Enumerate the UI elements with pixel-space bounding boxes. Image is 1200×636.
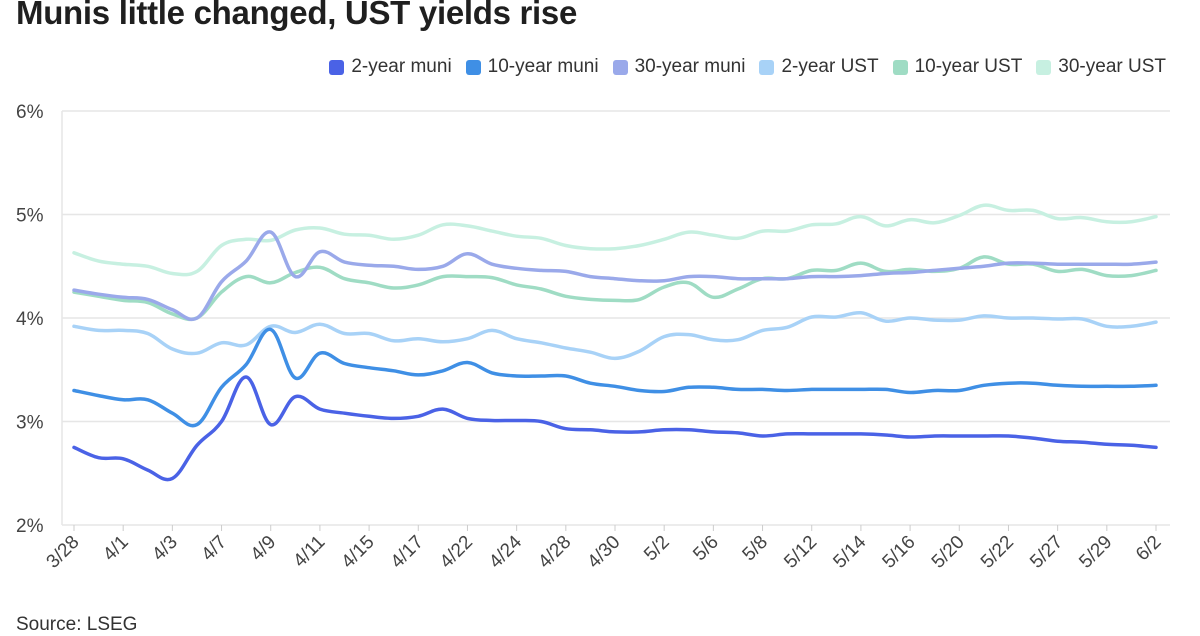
legend-label-2-year-muni: 2-year muni — [351, 56, 452, 77]
y-tick-label: 2% — [16, 516, 44, 537]
legend-swatch-2-year-ust — [759, 59, 775, 75]
legend-label-2-year-ust: 2-year UST — [781, 56, 879, 77]
grid-layer — [61, 110, 1170, 526]
x-tick-label: 5/6 — [689, 532, 723, 566]
x-axis: 3/28 4/1 4/3 4/7 4/9 4/11 4/15 4/17 4/22 4/24 4/28… — [43, 525, 1166, 573]
source-note: Source: LSEG — [16, 614, 138, 635]
legend-swatch-10-year-muni — [465, 59, 481, 75]
x-tick-label: 4/30 — [584, 532, 625, 573]
legend-swatch-10-year-ust — [892, 59, 908, 75]
series-line-2-year-ust — [72, 310, 1158, 361]
x-tick-label: 6/2 — [1132, 532, 1166, 566]
series-line-30-year-muni — [72, 230, 1158, 322]
y-tick-label: 4% — [16, 309, 44, 330]
x-tick-label: 5/27 — [1026, 532, 1067, 573]
y-tick-label: 5% — [16, 206, 44, 227]
legend-label-10-year-ust: 10-year UST — [914, 56, 1023, 77]
series-line-2-year-muni — [72, 375, 1158, 482]
legend-label-30-year-muni: 30-year muni — [634, 56, 746, 77]
legend-swatch-30-year-ust — [1036, 59, 1052, 75]
x-tick-label: 5/12 — [780, 532, 821, 573]
x-tick-label: 5/8 — [739, 532, 773, 566]
y-tick-label: 3% — [16, 413, 44, 434]
series-line-10-year-ust — [72, 255, 1158, 322]
x-tick-label: 5/14 — [829, 531, 870, 572]
line-chart: 2%3%4%5%6% 3/28 4/1 4/3 4/7 4/9 4/11 4/15 4/17 4… — [16, 102, 1170, 573]
series-layer — [72, 203, 1158, 482]
x-tick-label: 4/3 — [148, 532, 182, 566]
legend-item-10-year-ust[interactable]: 10-year UST — [892, 56, 1023, 78]
legend-swatch-30-year-muni — [612, 59, 628, 75]
x-tick-label: 4/24 — [485, 531, 526, 572]
x-tick-label: 5/16 — [879, 532, 920, 573]
legend-item-2-year-muni[interactable]: 2-year muni — [329, 56, 452, 78]
legend-item-2-year-ust[interactable]: 2-year UST — [759, 56, 879, 78]
x-tick-label: 4/15 — [338, 532, 379, 573]
series-line-30-year-ust — [72, 203, 1158, 277]
y-axis: 2% 3% 4% 5% 6% — [16, 102, 44, 537]
legend-label-30-year-ust: 30-year UST — [1058, 56, 1166, 77]
x-tick-label: 5/29 — [1075, 532, 1116, 573]
x-tick-label: 4/1 — [99, 532, 133, 566]
x-tick-label: 4/11 — [289, 532, 329, 572]
y-tick-label: 6% — [16, 102, 44, 123]
legend-item-30-year-ust[interactable]: 30-year UST — [1036, 56, 1166, 78]
x-tick-label: 5/2 — [640, 532, 674, 566]
legend-label-10-year-muni: 10-year muni — [487, 56, 599, 77]
legend-item-10-year-muni[interactable]: 10-year muni — [465, 56, 599, 78]
x-tick-label: 4/28 — [534, 532, 575, 573]
x-tick-label: 4/9 — [247, 532, 281, 566]
series-line-10-year-muni — [72, 327, 1158, 428]
legend-swatch-2-year-muni — [329, 59, 345, 75]
legend-item-30-year-muni[interactable]: 30-year muni — [612, 56, 746, 78]
x-tick-label: 4/17 — [387, 532, 428, 573]
chart-title: Munis little changed, UST yields rise — [16, 0, 578, 31]
x-tick-label: 4/22 — [436, 532, 477, 573]
legend: 2-year muni 10-year muni 30-year muni 2-… — [329, 56, 1166, 78]
x-tick-label: 5/22 — [977, 532, 1018, 573]
x-tick-label: 4/7 — [198, 532, 232, 566]
x-tick-label: 5/20 — [928, 532, 969, 573]
x-tick-label: 3/28 — [43, 532, 84, 573]
